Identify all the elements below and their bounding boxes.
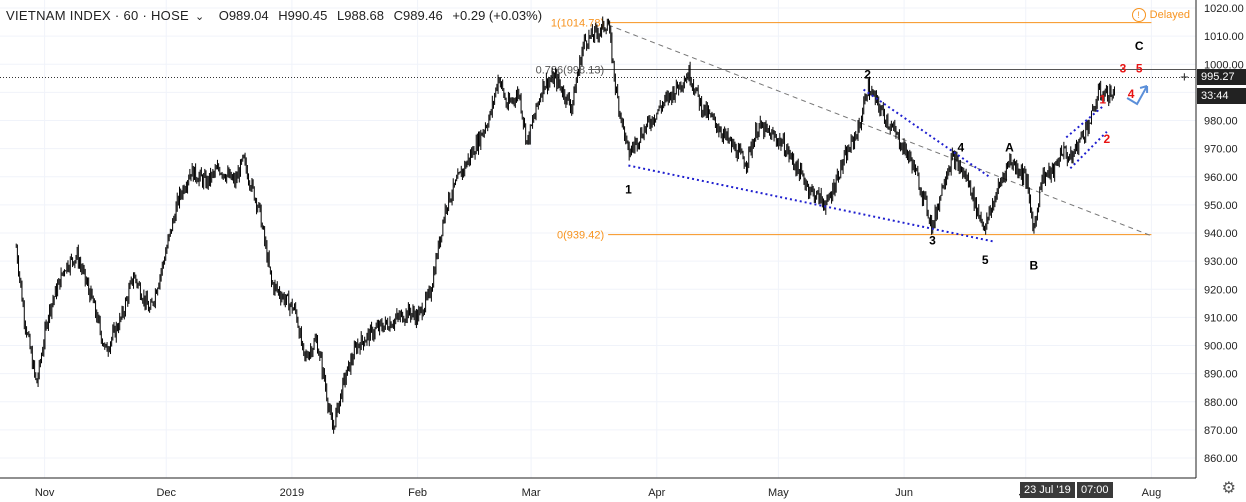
trendline-segment — [607, 24, 1152, 237]
settings-gear-icon[interactable]: ⚙ — [1221, 480, 1236, 497]
y-tick-label: 930.00 — [1204, 256, 1238, 268]
chart-header: VIETNAM INDEX · 60 · HOSE ⌄ O989.04 H990.… — [6, 8, 548, 23]
y-tick-label: 980.00 — [1204, 116, 1238, 128]
wave-line — [862, 88, 990, 178]
chart-grid — [0, 0, 1196, 478]
symbol-title[interactable]: VIETNAM INDEX · 60 · HOSE — [6, 8, 190, 23]
y-tick-label: 1020.00 — [1204, 3, 1244, 15]
y-tick-label: 900.00 — [1204, 341, 1238, 353]
last-price-tag: 995.27 — [1197, 69, 1246, 85]
wave-label: A — [1005, 140, 1014, 154]
x-tick-label: Jun — [895, 487, 913, 499]
x-tick-label: 2019 — [280, 487, 304, 499]
crosshair-time: 07:00 — [1077, 482, 1113, 498]
countdown-tag: 33:44 — [1197, 88, 1246, 104]
y-tick-label: 870.00 — [1204, 425, 1238, 437]
x-tick-label: Dec — [156, 487, 176, 499]
crosshair-date: 23 Jul '19 — [1020, 482, 1075, 498]
fib-label: 0.786(998.13) — [536, 65, 605, 77]
change-value: +0.29 (+0.03%) — [452, 8, 543, 23]
fib-levels: 1(1014.78) 0.786(998.13) 0(939.42) — [0, 18, 1196, 242]
crosshair-plus-icon[interactable]: + — [1180, 69, 1189, 86]
y-tick-label: 1010.00 — [1204, 31, 1244, 43]
high-value: H990.45 — [278, 8, 328, 23]
close-value: C989.46 — [393, 8, 443, 23]
x-tick-label: Aug — [1142, 487, 1162, 499]
y-tick-label: 940.00 — [1204, 228, 1238, 240]
wave-label: 2 — [864, 67, 871, 81]
x-tick-label: Nov — [35, 487, 55, 499]
y-tick-label: 960.00 — [1204, 172, 1238, 184]
fib-label: 0(939.42) — [557, 230, 604, 242]
x-tick-label: Feb — [408, 487, 427, 499]
y-tick-label: 970.00 — [1204, 144, 1238, 156]
wave-line — [1065, 105, 1104, 139]
y-tick-label: 910.00 — [1204, 312, 1238, 324]
open-value: O989.04 — [218, 8, 269, 23]
arrow-head — [1139, 85, 1149, 93]
projection-arrow — [1126, 85, 1149, 106]
wave-label: 3 — [1120, 62, 1127, 76]
x-tick-label: Apr — [648, 487, 665, 499]
delayed-label: Delayed — [1149, 9, 1190, 21]
wave-line — [628, 164, 994, 243]
wave-label: 1 — [625, 183, 632, 197]
warning-icon: ! — [1131, 8, 1146, 22]
wave-label: 2 — [1103, 132, 1110, 146]
fib-label: 1(1014.78) — [551, 18, 604, 30]
wave-label: 4 — [1128, 87, 1135, 101]
wave-label: 5 — [982, 253, 989, 267]
wave-line — [1069, 131, 1108, 170]
y-tick-label: 920.00 — [1204, 284, 1238, 296]
y-tick-label: 860.00 — [1204, 453, 1238, 465]
candles — [15, 16, 1115, 434]
wave-label: 1 — [1099, 93, 1106, 107]
y-tick-label: 890.00 — [1204, 369, 1238, 381]
wave-label: 5 — [1136, 62, 1143, 76]
y-tick-label: 1000.00 — [1204, 59, 1244, 71]
wave-label: 3 — [929, 233, 936, 247]
trendline — [607, 24, 1152, 237]
x-tick-label: May — [768, 487, 789, 499]
y-tick-label: 950.00 — [1204, 200, 1238, 212]
arrow-path — [1126, 85, 1148, 106]
wave-label: 4 — [958, 140, 965, 154]
wave-label: C — [1135, 39, 1144, 53]
y-tick-label: 880.00 — [1204, 397, 1238, 409]
low-value: L988.68 — [337, 8, 384, 23]
wave-lines — [628, 88, 1108, 243]
delayed-badge[interactable]: ! Delayed — [1131, 8, 1190, 22]
x-tick-label: Mar — [522, 487, 541, 499]
dropdown-icon[interactable]: ⌄ — [195, 11, 205, 23]
wave-label: B — [1029, 259, 1038, 273]
